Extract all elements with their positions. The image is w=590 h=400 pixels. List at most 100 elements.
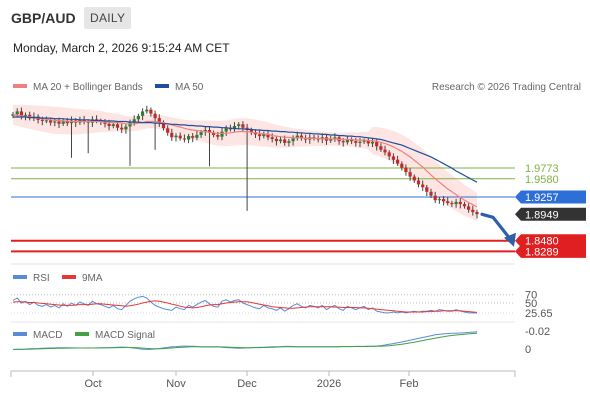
research-credit: Research © 2026 Trading Central [432,82,581,93]
candle-body [249,130,253,133]
level-tag-1.8480 [515,234,586,248]
candle-body [425,187,429,192]
legend-9ma-swatch [62,275,76,279]
x-axis-ticks: Oct Nov Dec 2026 Feb [84,371,418,390]
candle-body [207,130,212,133]
candle-body [262,133,266,137]
legend-ma50-swatch [155,84,169,88]
macd-tick-label: -0.02 [525,326,550,338]
candle-body [107,123,111,126]
candle-body [44,120,48,122]
legend-rsi-label: RSI [33,273,50,284]
candle-body [153,113,157,119]
candle-body [283,139,287,143]
candle-body [15,111,19,115]
candle-body [195,135,199,138]
candle-body [450,203,454,205]
level-tag-text-1.8289: 1.8289 [525,246,559,258]
candle-body [149,109,153,114]
candle-body [400,163,404,168]
candle-body [145,109,149,112]
candle-body [128,122,132,127]
candle-body [475,212,479,215]
level-tag-text-1.8949: 1.8949 [525,209,559,221]
level-tag-1.8289 [515,244,586,258]
candle-body [278,139,283,142]
legend-rsi-swatch [13,275,27,279]
candle-body [19,111,23,116]
candle-body [396,159,400,164]
candle-body [416,180,421,185]
x-tick-label: Nov [166,378,186,390]
candle-body [391,156,395,160]
forecast-arrow-line [480,212,512,241]
candle-body [161,122,166,129]
candle-body [287,141,291,143]
candle-body [266,133,270,138]
candle-body [437,199,441,201]
macd-panel: 0 -0.02 [12,326,550,356]
level-tag-text-1.8480: 1.8480 [525,236,559,248]
bollinger-band [13,104,477,222]
timeframe-badge[interactable]: DAILY [84,7,132,29]
rsi-9ma-line [12,300,478,313]
level-label-1.9580: 1.9580 [525,174,559,186]
chart-header: GBP/AUD DAILY [0,0,590,36]
candle-body [412,176,416,181]
forecast [480,212,516,247]
candle-body [329,138,333,141]
legend-macd-swatch [13,332,27,336]
candle-body [199,132,203,135]
level-tag-text-1.9257: 1.9257 [525,192,559,204]
candle-body [433,195,437,201]
x-tick-label: Dec [237,378,257,390]
candle-body [350,139,354,142]
candle-body [111,124,115,126]
ma20-line [12,114,478,208]
candle-body [375,141,379,147]
legend-macd-signal-swatch [75,332,89,336]
candle-body [429,191,433,196]
x-tick-label: Feb [400,378,419,390]
candle-body [182,138,186,140]
candle-body [82,119,86,122]
price-levels [11,167,515,253]
candle-body [387,152,391,157]
candle-body [187,136,191,140]
candle-body [446,201,450,203]
candle-body [333,137,337,139]
legend-9ma-label: 9MA [82,273,103,284]
candle-body [462,204,467,207]
candle-body [421,184,425,188]
x-tick-label: Oct [84,378,101,390]
ma50-line [13,116,478,183]
candle-body [178,135,182,139]
candle-body [458,201,462,205]
macd-tick-label: 0 [525,344,531,356]
candle-body [124,126,128,130]
candle-body [274,138,278,142]
candle-body [362,140,366,142]
rsi-level-label-50: 50 [525,298,537,310]
legend-ma50-label: MA 50 [175,82,204,93]
pair-title: GBP/AUD [11,10,76,26]
candle-body [354,141,358,143]
candle-body [295,135,299,139]
candle-body [383,149,387,153]
candle-body [61,121,65,124]
candle-body [216,135,220,137]
candle-body [345,139,349,143]
candle-body [136,115,140,120]
candle-body [132,119,136,123]
moving-averages [12,114,478,208]
candle-body [291,138,295,142]
candle-body [174,135,178,138]
candle-body [53,121,57,123]
candle-body [115,124,120,128]
candle-body [341,141,345,143]
candle-body [241,124,245,128]
level-tag-1.9257 [515,190,586,204]
candle-body [103,122,107,124]
